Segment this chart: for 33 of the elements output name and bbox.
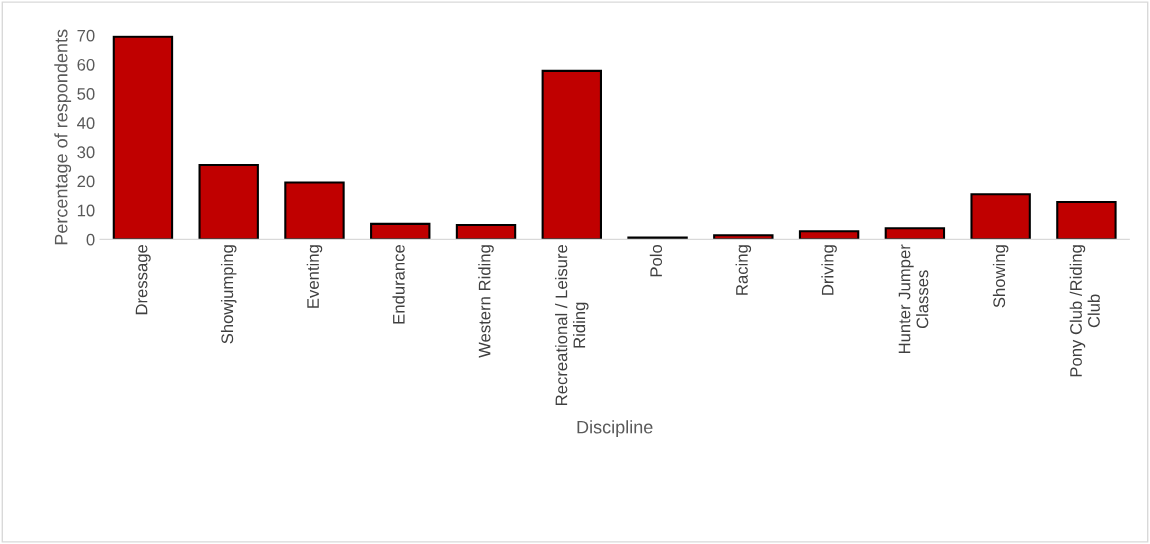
x-tick-label: Endurance	[392, 244, 405, 324]
bar	[112, 35, 174, 240]
x-tick-label: Pony Club /Riding Club	[1069, 245, 1100, 377]
x-tick-label: Hunter Jumper Classes	[898, 244, 929, 354]
bar	[198, 164, 259, 240]
y-tick-label: 50	[77, 88, 95, 100]
bar	[284, 181, 345, 240]
bar	[798, 230, 860, 240]
y-tick-label: 40	[77, 117, 95, 129]
y-axis-title: Percentage of respondents	[54, 29, 72, 245]
x-axis-title: Discipline	[577, 420, 653, 438]
bar	[884, 227, 946, 240]
bar	[970, 193, 1031, 240]
x-tick-label: Dressage	[135, 244, 151, 315]
x-tick-label: Showing	[992, 245, 1009, 308]
x-tick-label: Racing	[735, 245, 752, 295]
y-tick-label: 60	[77, 58, 95, 71]
y-tick-label: 30	[77, 146, 95, 159]
y-tick-label: 10	[77, 204, 95, 217]
x-tick-label: Showjumping	[220, 245, 237, 344]
y-tick-label: 20	[77, 175, 95, 188]
y-tick-label: 70	[77, 29, 95, 42]
x-tick-label: Driving	[821, 245, 837, 295]
bar	[713, 234, 774, 240]
y-tick-label: 0	[86, 233, 95, 246]
bar	[370, 222, 431, 240]
x-tick-label: Eventing	[306, 245, 323, 308]
bar	[455, 224, 517, 240]
x-tick-label: Western Riding	[478, 245, 494, 358]
x-tick-label: Recreational / Leisure Riding	[555, 244, 589, 405]
bar	[1056, 201, 1117, 240]
bar	[541, 69, 602, 240]
x-tick-label: Polo	[649, 244, 663, 277]
